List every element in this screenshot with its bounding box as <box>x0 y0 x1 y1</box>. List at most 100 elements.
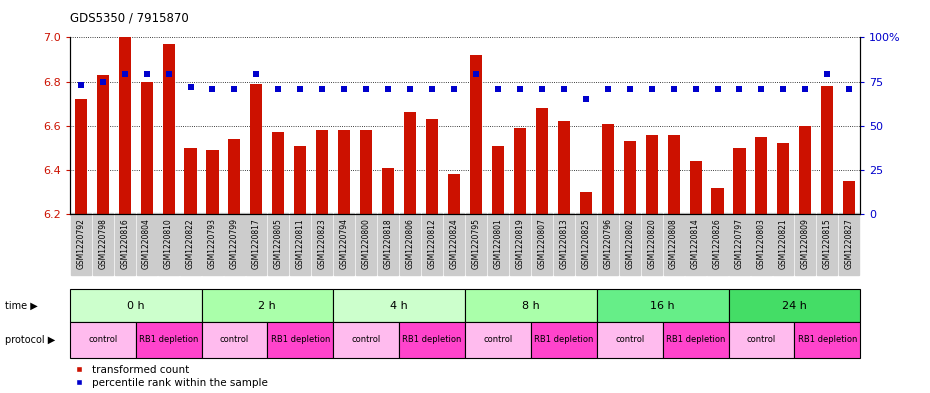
Point <box>117 71 132 77</box>
Point <box>271 85 286 92</box>
Point <box>249 71 264 77</box>
Point <box>754 85 769 92</box>
Text: protocol ▶: protocol ▶ <box>5 335 55 345</box>
Text: 24 h: 24 h <box>782 301 807 310</box>
Bar <box>250 84 262 214</box>
Bar <box>202 289 333 322</box>
Point <box>798 85 813 92</box>
Bar <box>74 99 86 214</box>
Point <box>711 85 725 92</box>
Text: 0 h: 0 h <box>126 301 144 310</box>
Bar <box>821 86 833 214</box>
Text: 8 h: 8 h <box>522 301 539 310</box>
Bar <box>465 289 597 322</box>
Bar <box>579 192 591 214</box>
Point <box>205 85 219 92</box>
Bar <box>470 55 482 214</box>
Text: GDS5350 / 7915870: GDS5350 / 7915870 <box>70 12 189 25</box>
Bar <box>844 181 856 214</box>
Bar <box>514 128 526 214</box>
Bar <box>426 119 438 214</box>
Point <box>425 85 440 92</box>
Text: 16 h: 16 h <box>650 301 675 310</box>
Bar <box>662 322 728 358</box>
Point <box>535 85 550 92</box>
Bar <box>272 132 285 214</box>
Point <box>227 85 242 92</box>
Bar <box>163 44 175 214</box>
Text: 2 h: 2 h <box>259 301 276 310</box>
Point <box>359 85 374 92</box>
Bar <box>382 168 394 214</box>
Text: RB1 depletion: RB1 depletion <box>139 336 198 344</box>
Bar <box>404 112 416 214</box>
Bar <box>333 322 399 358</box>
Bar <box>202 322 267 358</box>
Bar <box>399 322 465 358</box>
Bar <box>668 135 680 214</box>
Point <box>842 85 857 92</box>
Bar <box>602 123 614 214</box>
Point <box>776 85 790 92</box>
Bar <box>316 130 328 214</box>
Bar <box>711 188 724 214</box>
Bar <box>70 322 136 358</box>
Bar <box>206 150 219 214</box>
Bar <box>799 126 811 214</box>
Point <box>183 84 198 90</box>
Text: control: control <box>747 336 776 344</box>
Point <box>600 85 615 92</box>
Bar <box>333 289 465 322</box>
Text: time ▶: time ▶ <box>5 301 37 310</box>
Bar <box>492 146 504 214</box>
Point <box>73 82 88 88</box>
Bar <box>777 143 790 214</box>
Bar <box>645 135 658 214</box>
Bar <box>728 289 860 322</box>
Bar <box>536 108 548 214</box>
Text: RB1 depletion: RB1 depletion <box>666 336 725 344</box>
Bar <box>597 289 728 322</box>
Legend: transformed count, percentile rank within the sample: transformed count, percentile rank withi… <box>75 365 268 388</box>
Text: control: control <box>88 336 117 344</box>
Text: control: control <box>219 336 249 344</box>
Point <box>380 85 395 92</box>
Text: 4 h: 4 h <box>391 301 408 310</box>
Point <box>469 71 484 77</box>
Point <box>820 71 835 77</box>
Point <box>732 85 747 92</box>
Bar <box>624 141 636 214</box>
Text: RB1 depletion: RB1 depletion <box>403 336 462 344</box>
Bar <box>119 37 131 214</box>
Bar <box>728 322 794 358</box>
Point <box>140 71 154 77</box>
Bar <box>339 130 351 214</box>
Point <box>644 85 659 92</box>
Bar <box>136 322 202 358</box>
Text: RB1 depletion: RB1 depletion <box>798 336 857 344</box>
Bar <box>184 148 196 214</box>
Bar <box>267 322 333 358</box>
Text: control: control <box>484 336 512 344</box>
Bar <box>360 130 372 214</box>
Text: RB1 depletion: RB1 depletion <box>534 336 593 344</box>
Bar <box>448 174 460 214</box>
Point <box>95 79 110 85</box>
Text: control: control <box>352 336 380 344</box>
Bar <box>229 139 241 214</box>
Text: RB1 depletion: RB1 depletion <box>271 336 330 344</box>
Bar <box>531 322 597 358</box>
Bar <box>734 148 746 214</box>
Text: control: control <box>615 336 644 344</box>
Bar <box>689 161 701 214</box>
Point <box>622 85 637 92</box>
Bar <box>140 82 153 214</box>
Point <box>293 85 308 92</box>
Point <box>666 85 681 92</box>
Bar <box>70 289 202 322</box>
Bar <box>755 137 767 214</box>
Point <box>403 85 418 92</box>
Point <box>578 96 593 102</box>
Point <box>688 85 703 92</box>
Bar <box>465 322 531 358</box>
